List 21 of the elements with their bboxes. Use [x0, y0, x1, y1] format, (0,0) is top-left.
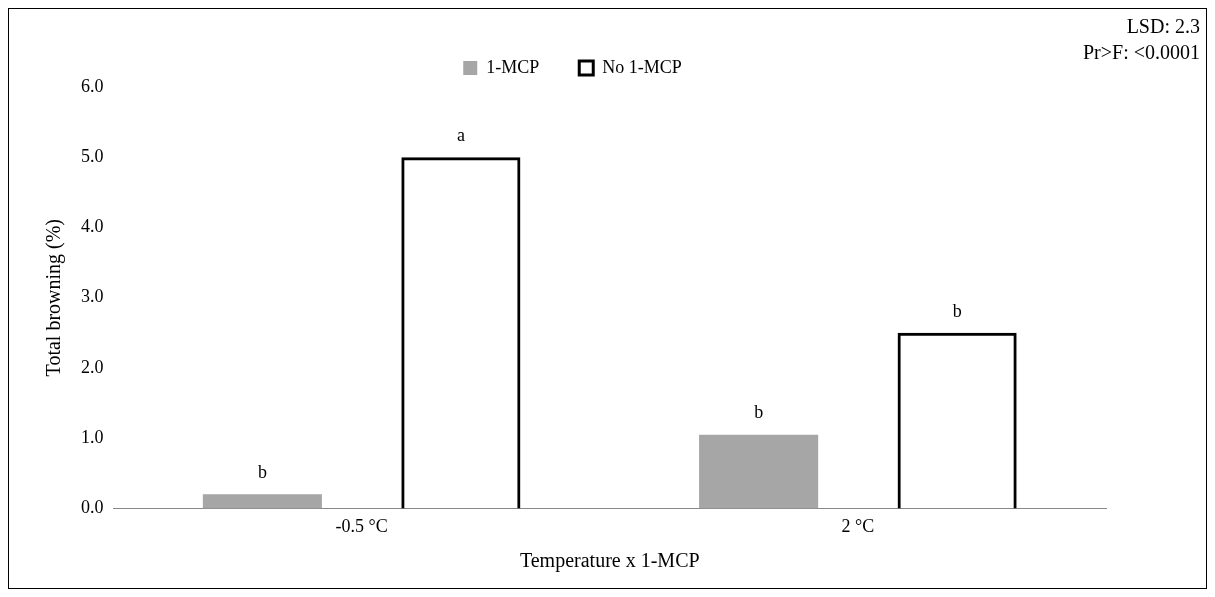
x-tick-label: 2 °C — [841, 515, 875, 536]
legend-label: 1-MCP — [486, 56, 540, 77]
y-tick-label: 6.0 — [81, 75, 104, 96]
bar — [202, 494, 322, 509]
bar — [699, 434, 819, 509]
y-tick-label: 2.0 — [81, 356, 104, 377]
y-axis-title: Total browning (%) — [42, 218, 66, 377]
y-tick-label: 4.0 — [81, 216, 104, 237]
text: LSD: 2.3 — [1125, 14, 1200, 39]
text: Pr>F: <0.0001 — [1082, 40, 1200, 65]
annotation: a — [456, 124, 465, 145]
legend-label: No 1-MCP — [602, 56, 682, 77]
y-tick-label: 3.0 — [81, 286, 104, 307]
x-axis-title: Temperature x 1-MCP — [519, 549, 700, 573]
annotation: b — [257, 462, 267, 483]
annotation: b — [952, 300, 962, 321]
y-tick-label: 1.0 — [81, 426, 104, 447]
x-tick-label: -0.5 °C — [335, 515, 388, 536]
y-tick-label: 5.0 — [81, 145, 104, 166]
annotation: b — [754, 402, 764, 423]
y-tick-label: 0.0 — [81, 497, 104, 518]
